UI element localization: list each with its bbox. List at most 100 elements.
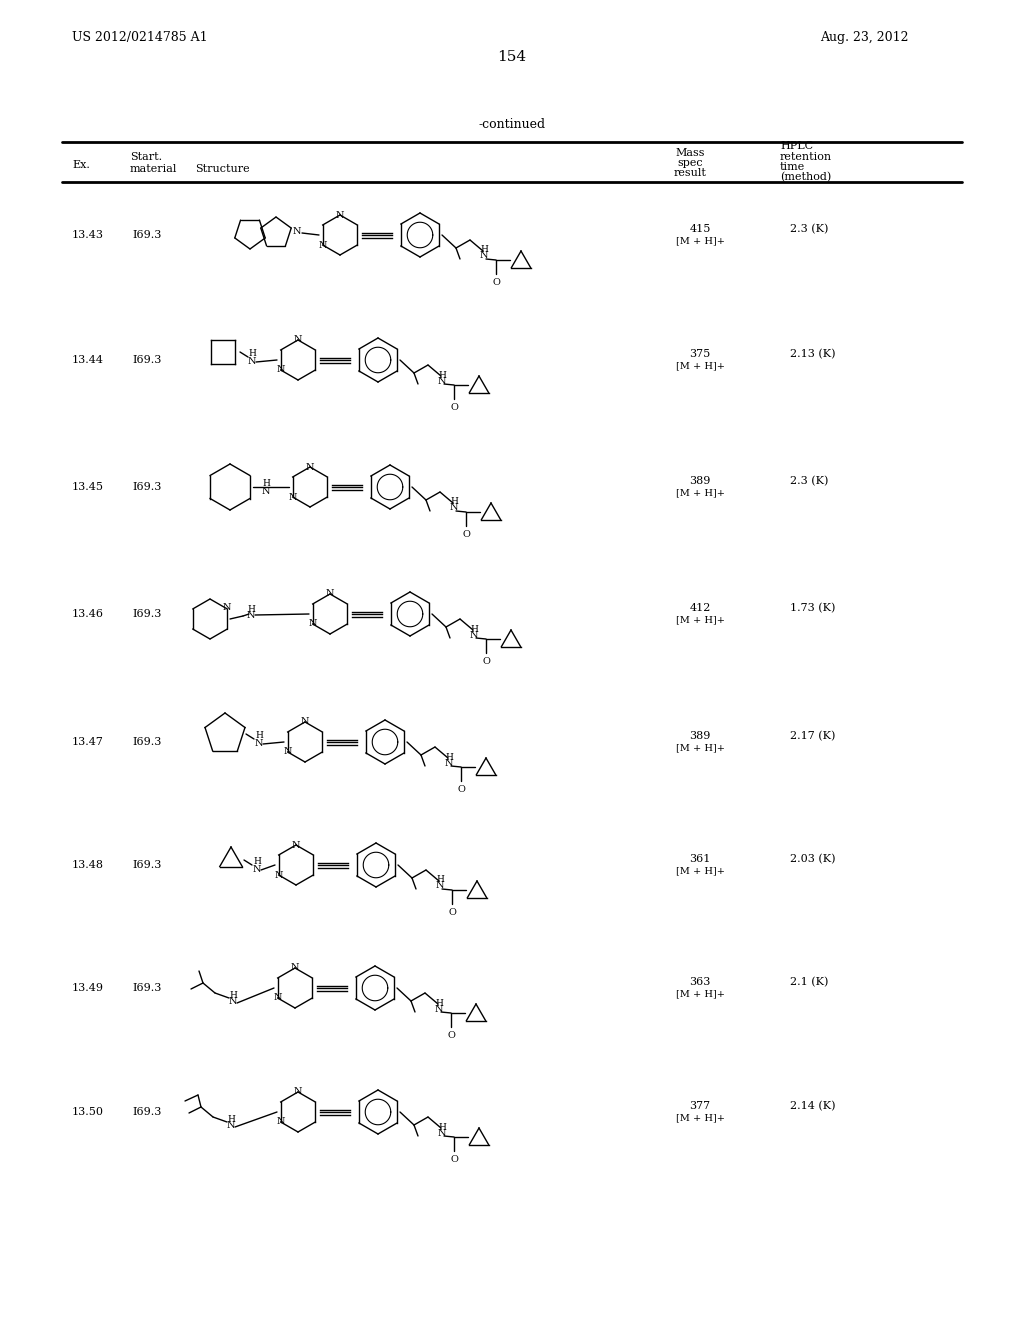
Text: HPLC: HPLC (780, 141, 813, 150)
Text: 375: 375 (689, 348, 711, 359)
Text: H: H (247, 605, 255, 614)
Text: (method): (method) (780, 172, 831, 182)
Text: N: N (255, 738, 263, 747)
Text: 412: 412 (689, 603, 711, 612)
Text: 154: 154 (498, 50, 526, 63)
Text: N: N (294, 335, 302, 345)
Text: [M + H]+: [M + H]+ (676, 743, 725, 752)
Text: H: H (451, 498, 458, 507)
Text: spec: spec (677, 158, 702, 168)
Text: N: N (226, 1122, 236, 1130)
Text: N: N (436, 882, 444, 891)
Text: O: O (493, 279, 500, 286)
Text: I69.3: I69.3 (132, 355, 162, 366)
Text: N: N (228, 998, 238, 1006)
Text: [M + H]+: [M + H]+ (676, 615, 725, 624)
Text: 1.73 (K): 1.73 (K) (790, 603, 836, 614)
Text: [M + H]+: [M + H]+ (676, 488, 725, 498)
Text: -continued: -continued (478, 119, 546, 132)
Text: O: O (447, 1031, 455, 1040)
Text: H: H (436, 875, 444, 884)
Text: O: O (457, 785, 465, 795)
Text: 13.50: 13.50 (72, 1107, 104, 1117)
Text: 2.1 (K): 2.1 (K) (790, 977, 828, 987)
Text: 13.47: 13.47 (72, 737, 103, 747)
Text: N: N (284, 747, 292, 756)
Text: N: N (262, 487, 270, 495)
Text: 377: 377 (689, 1101, 711, 1111)
Text: Aug. 23, 2012: Aug. 23, 2012 (820, 30, 908, 44)
Text: N: N (223, 603, 231, 612)
Text: 13.49: 13.49 (72, 983, 104, 993)
Text: O: O (451, 403, 458, 412)
Text: I69.3: I69.3 (132, 609, 162, 619)
Text: H: H (438, 371, 445, 380)
Text: N: N (276, 1118, 285, 1126)
Text: I69.3: I69.3 (132, 737, 162, 747)
Text: [M + H]+: [M + H]+ (676, 236, 725, 246)
Text: [M + H]+: [M + H]+ (676, 990, 725, 998)
Text: N: N (444, 759, 454, 767)
Text: 415: 415 (689, 224, 711, 234)
Text: Mass: Mass (675, 148, 705, 158)
Text: 13.46: 13.46 (72, 609, 104, 619)
Text: H: H (438, 1122, 445, 1131)
Text: N: N (253, 865, 261, 874)
Text: N: N (273, 994, 282, 1002)
Text: 13.43: 13.43 (72, 230, 104, 240)
Text: Structure: Structure (195, 164, 250, 174)
Text: material: material (130, 164, 177, 174)
Text: N: N (276, 366, 285, 375)
Text: H: H (480, 246, 488, 255)
Text: N: N (248, 356, 256, 366)
Text: H: H (445, 752, 453, 762)
Text: 2.14 (K): 2.14 (K) (790, 1101, 836, 1111)
Text: result: result (674, 168, 707, 178)
Text: N: N (326, 590, 334, 598)
Text: Ex.: Ex. (72, 160, 90, 170)
Text: N: N (437, 1129, 446, 1138)
Text: 2.13 (K): 2.13 (K) (790, 348, 836, 359)
Text: N: N (308, 619, 317, 628)
Text: I69.3: I69.3 (132, 983, 162, 993)
Text: [M + H]+: [M + H]+ (676, 866, 725, 875)
Text: H: H (255, 731, 263, 741)
Text: N: N (318, 240, 327, 249)
Text: O: O (482, 657, 489, 667)
Text: 363: 363 (689, 977, 711, 987)
Text: retention: retention (780, 152, 833, 162)
Text: 2.17 (K): 2.17 (K) (790, 731, 836, 741)
Text: 2.3 (K): 2.3 (K) (790, 475, 828, 486)
Text: [M + H]+: [M + H]+ (676, 1114, 725, 1122)
Text: 13.48: 13.48 (72, 861, 104, 870)
Text: N: N (293, 227, 301, 236)
Text: H: H (253, 858, 261, 866)
Text: H: H (227, 1114, 234, 1123)
Text: N: N (301, 718, 309, 726)
Text: H: H (262, 479, 270, 488)
Text: 13.44: 13.44 (72, 355, 104, 366)
Text: N: N (480, 252, 488, 260)
Text: N: N (274, 870, 283, 879)
Text: 361: 361 (689, 854, 711, 865)
Text: 2.03 (K): 2.03 (K) (790, 854, 836, 865)
Text: H: H (229, 990, 237, 999)
Text: H: H (470, 624, 478, 634)
Text: N: N (435, 1005, 443, 1014)
Text: H: H (248, 350, 256, 359)
Text: N: N (294, 1088, 302, 1097)
Text: [M + H]+: [M + H]+ (676, 362, 725, 371)
Text: 13.45: 13.45 (72, 482, 104, 492)
Text: 2.3 (K): 2.3 (K) (790, 224, 828, 234)
Text: H: H (435, 998, 443, 1007)
Text: N: N (336, 210, 344, 219)
Text: N: N (292, 841, 300, 850)
Text: I69.3: I69.3 (132, 861, 162, 870)
Text: N: N (247, 611, 255, 620)
Text: 389: 389 (689, 731, 711, 741)
Text: time: time (780, 162, 805, 172)
Text: O: O (449, 908, 456, 917)
Text: N: N (289, 492, 297, 502)
Text: N: N (450, 503, 459, 512)
Text: 389: 389 (689, 477, 711, 486)
